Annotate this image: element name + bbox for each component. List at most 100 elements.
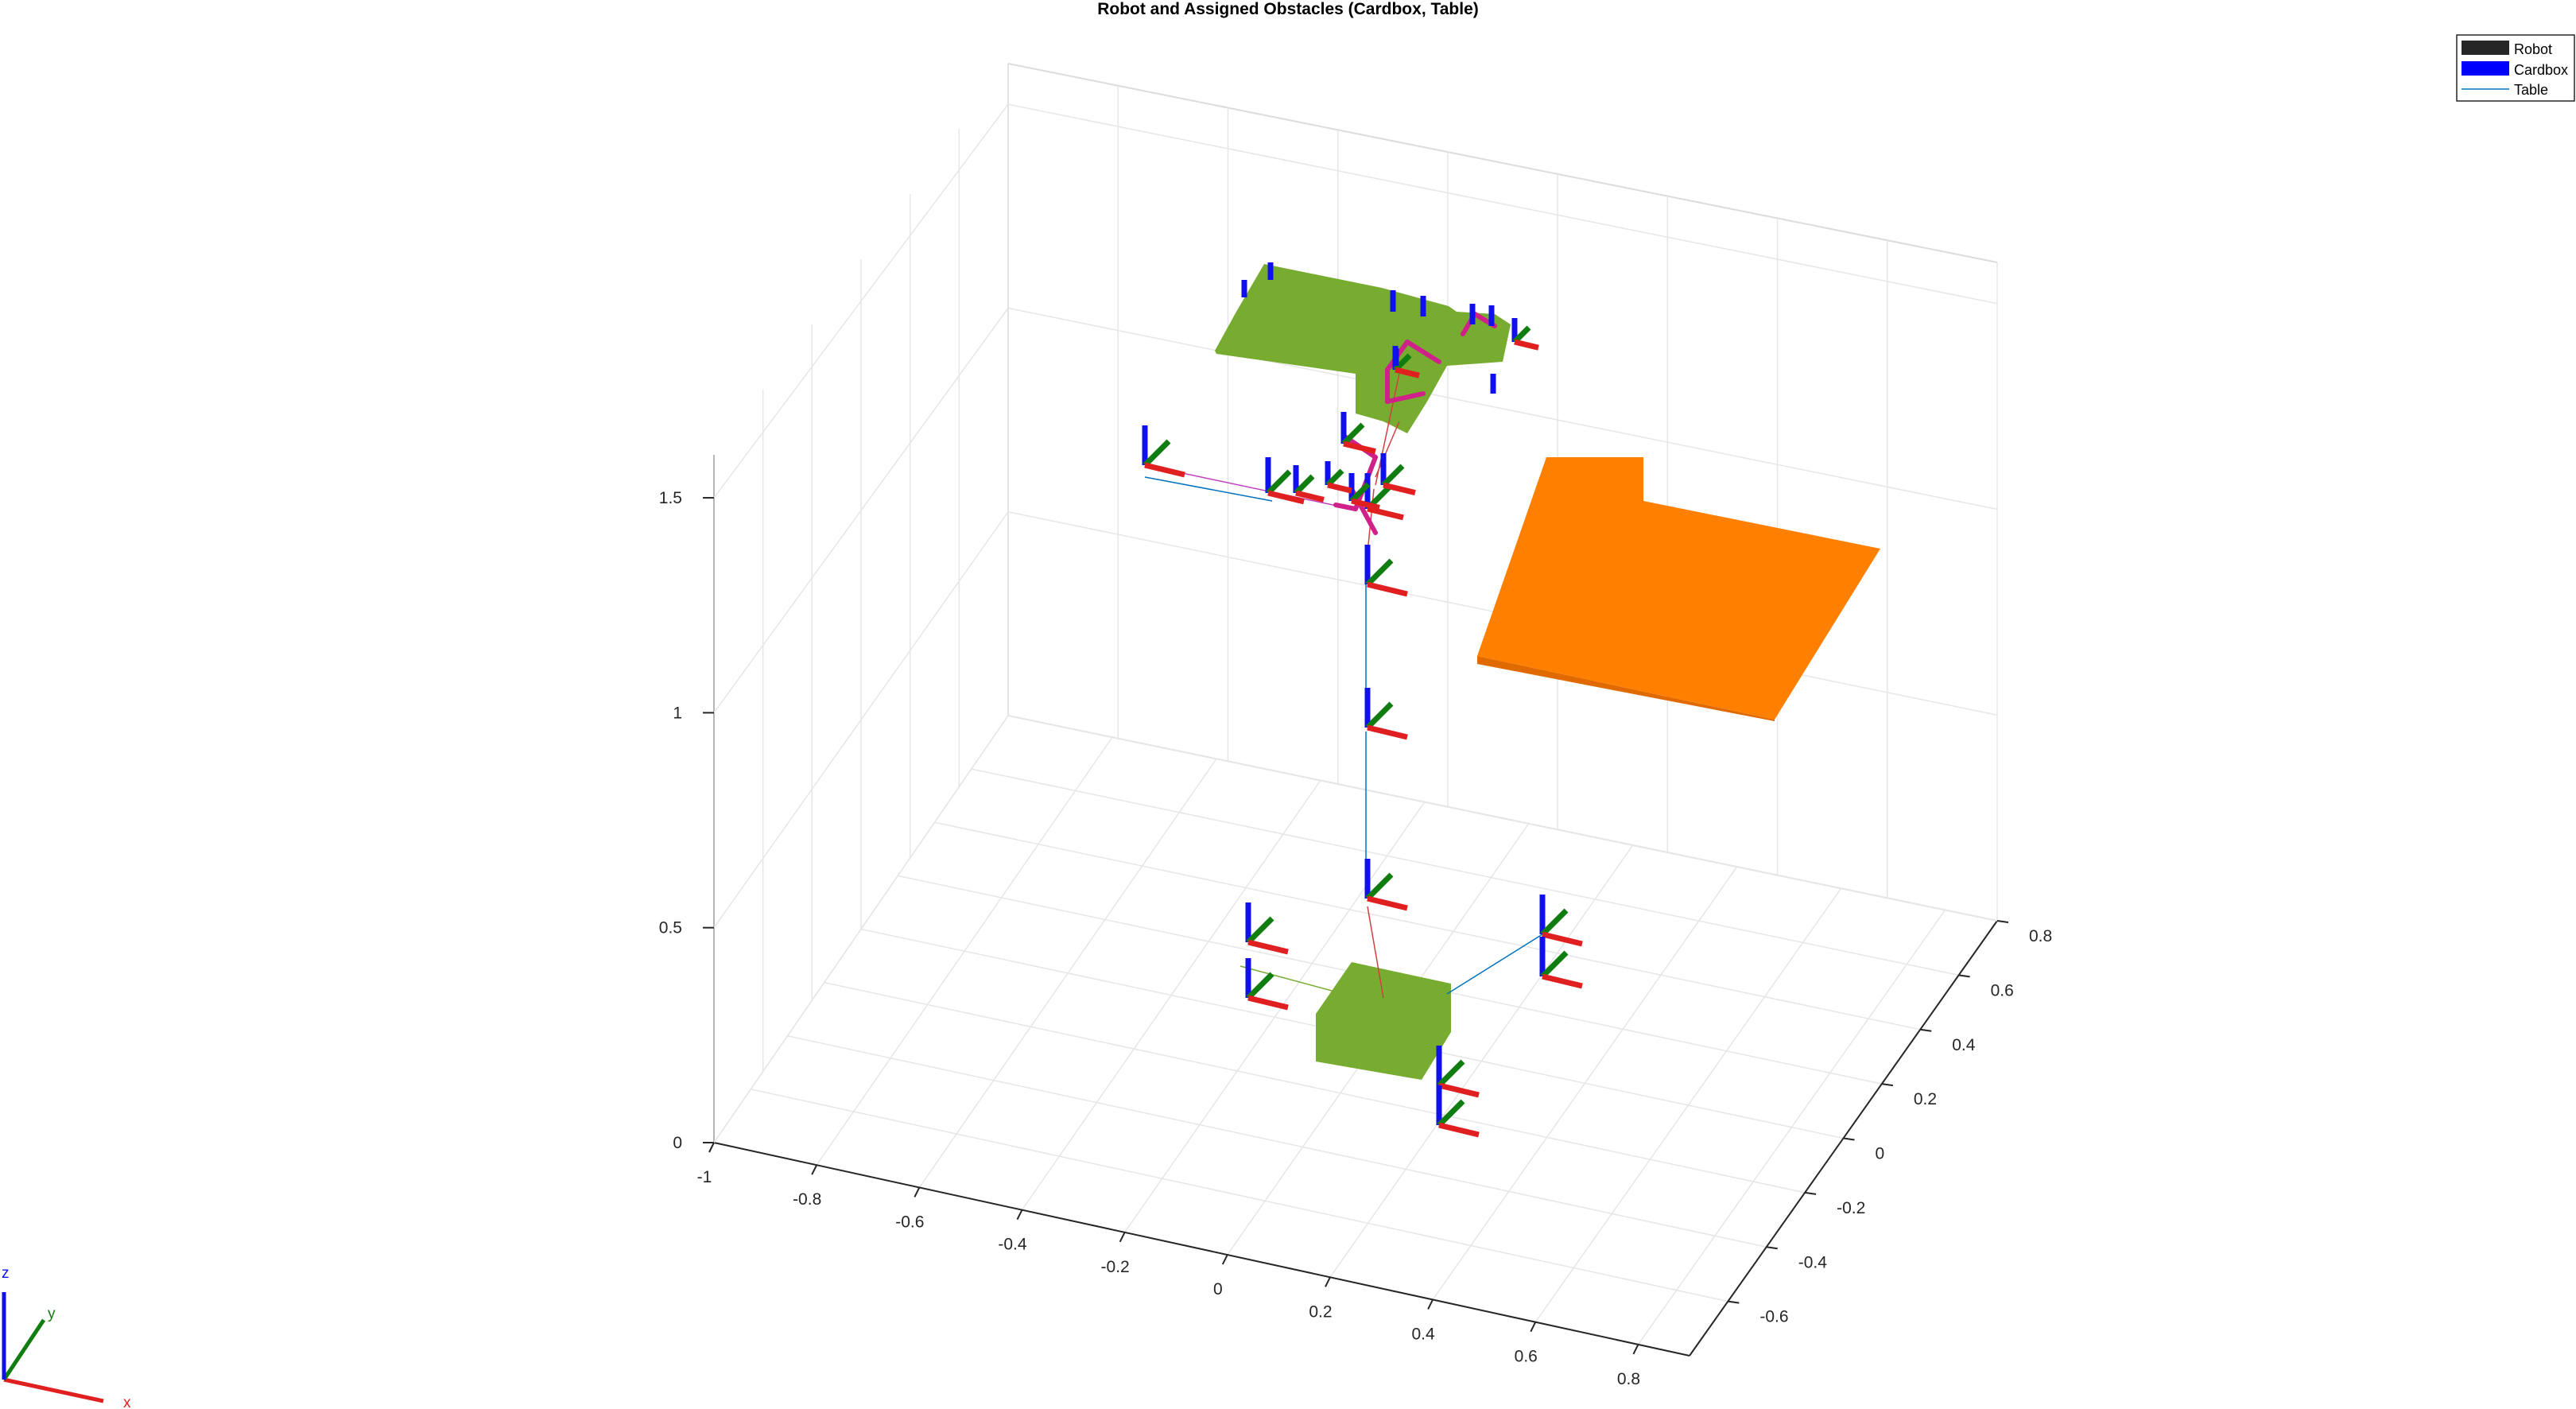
y-tick-label: 0.4 (1952, 1036, 1976, 1054)
joint-frame (1380, 453, 1416, 496)
y-tick-label: -0.2 (1837, 1199, 1865, 1217)
frame-x-axis (1267, 490, 1305, 505)
axis-back-top-edge (1007, 63, 1998, 263)
joint-frame (1245, 902, 1289, 955)
x-tick-mark (914, 1186, 921, 1197)
triad-y-axis (2, 1318, 46, 1381)
x-tick-mark (1221, 1254, 1228, 1265)
legend-label-table: Table (2514, 82, 2548, 98)
triad-z-label: z (2, 1265, 10, 1282)
orientation-triad: x y z (2, 1265, 131, 1409)
y-tick-label: -0.6 (1759, 1308, 1788, 1326)
robot-link (1446, 934, 1543, 995)
triad-x-axis (3, 1377, 104, 1403)
legend-swatch-robot (2462, 41, 2509, 55)
frame-x-axis (1383, 482, 1416, 496)
y-tick-mark (1766, 1246, 1778, 1250)
y-tick-label: -0.4 (1798, 1253, 1828, 1271)
frame-x-axis (1542, 931, 1583, 947)
joint-frame (1325, 461, 1352, 494)
table-obstacle (1477, 457, 1880, 721)
y-tick-mark (1920, 1028, 1932, 1032)
triad-x-label: x (123, 1395, 131, 1409)
frame-x-axis (1438, 1082, 1480, 1098)
robot-link (1240, 965, 1344, 995)
robot-link (1367, 906, 1384, 999)
x-tick-mark (1530, 1322, 1537, 1333)
x-tick-mark (811, 1164, 818, 1175)
x-tick-label: -0.2 (1101, 1258, 1130, 1276)
joint-frame (1245, 958, 1289, 1011)
grid-y-line (787, 1035, 1767, 1248)
grid-y-line (971, 768, 1959, 976)
frame-x-axis (1514, 339, 1539, 351)
joint-frame (1539, 937, 1583, 989)
frame-y-axis (1365, 872, 1394, 901)
frame-y-axis (1246, 916, 1274, 945)
x-tick-mark (1427, 1299, 1433, 1310)
y-tick-mark (1881, 1083, 1894, 1087)
robot-body (1215, 264, 1511, 1080)
obstacle-top-face (1477, 457, 1880, 720)
frame-x-axis (1327, 482, 1352, 494)
grid-z-line-back (1007, 103, 1998, 305)
legend-swatch-cardbox (2462, 61, 2509, 76)
triad-y-label: y (48, 1306, 56, 1322)
frame-x-axis (1343, 441, 1376, 455)
joint-frame (1340, 412, 1376, 455)
chart-title: Robot and Assigned Obstacles (Cardbox, T… (1097, 0, 1479, 18)
joint-frame (1511, 318, 1539, 351)
x-tick-mark (1119, 1232, 1126, 1243)
y-tick-mark (1843, 1137, 1855, 1141)
axis-x-line (713, 1142, 1690, 1357)
robot-link (1144, 476, 1273, 502)
grid-y-line (751, 1089, 1728, 1302)
gripper-segment (1385, 391, 1426, 404)
frame-y-axis (1437, 1099, 1465, 1128)
x-tick-mark (1016, 1209, 1023, 1221)
frame-x-axis (1542, 973, 1583, 989)
grid-y-line (934, 821, 1921, 1031)
x-tick-label: 0.4 (1412, 1325, 1436, 1343)
x-tick-label: -1 (697, 1168, 712, 1186)
tick-labels: -1 -0.8 -0.6 -0.4 -0.2 0 0.2 0.4 0.6 0.8 -0.6 -0.4 -… (659, 489, 2052, 1388)
joint-frame (1293, 465, 1325, 503)
x-tick-label: 0.6 (1515, 1348, 1538, 1366)
joint-frame (1364, 545, 1408, 597)
frame-x-axis (1367, 581, 1408, 597)
legend: Robot Cardbox Table (2456, 34, 2575, 102)
y-tick-label: 0.2 (1914, 1090, 1937, 1108)
frame-y-axis (1325, 468, 1344, 487)
grid-z-line-back (1007, 307, 1998, 510)
frame-x-axis (1395, 367, 1420, 378)
frame-x-axis (1438, 1122, 1480, 1138)
grid-z-line-back (1007, 715, 1998, 922)
z-tick-label: 0 (673, 1134, 682, 1152)
joint-frame (1364, 688, 1408, 740)
x-tick-label: 0 (1213, 1280, 1223, 1298)
frame-y-axis (1349, 482, 1371, 503)
y-tick-mark (1728, 1300, 1740, 1304)
x-tick-mark (708, 1142, 715, 1153)
x-tick-label: -0.4 (998, 1236, 1027, 1254)
y-tick-mark (1804, 1191, 1817, 1195)
x-tick-label: 0.2 (1309, 1302, 1332, 1321)
frame-x-axis (1144, 462, 1185, 478)
y-tick-label: 0 (1876, 1145, 1885, 1163)
joint-frame (1265, 457, 1305, 505)
z-tick-label: 1.5 (659, 489, 682, 507)
gripper-segment (1405, 340, 1441, 364)
frame-y-axis (1365, 701, 1394, 730)
frame-x-axis (1295, 490, 1325, 503)
obstacle-front-face (1477, 656, 1775, 721)
frame-y-axis (1540, 950, 1569, 979)
joint-frame (1364, 859, 1408, 911)
z-tick-label: 0.5 (659, 919, 682, 937)
frame-x-axis (1367, 724, 1408, 740)
frame-y-axis (1341, 422, 1365, 446)
y-tick-label: 0.8 (2029, 927, 2052, 945)
z-tick-label: 1 (673, 704, 682, 722)
frame-x-axis (1367, 895, 1408, 911)
frame-y-axis (1365, 558, 1394, 587)
